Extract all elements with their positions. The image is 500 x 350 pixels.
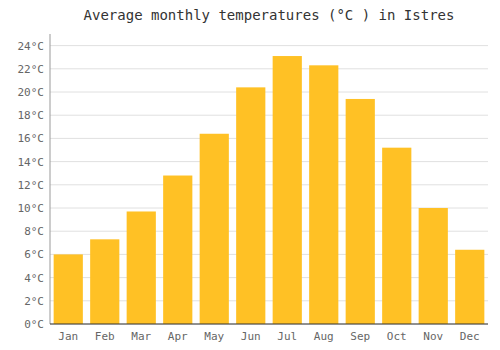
- grid-line: [50, 324, 488, 325]
- bar: [382, 148, 411, 324]
- x-tick-label: Nov: [423, 330, 443, 343]
- x-tick-label: Oct: [387, 330, 407, 343]
- y-tick-label: 10°C: [18, 202, 45, 215]
- grid-line: [50, 184, 488, 185]
- y-tick-label: 6°C: [24, 248, 44, 261]
- y-tick-label: 4°C: [24, 272, 44, 285]
- y-tick-label: 14°C: [18, 156, 45, 169]
- title: Average monthly temperatures (°C ) in Is…: [84, 7, 455, 23]
- grid-line: [50, 138, 488, 139]
- y-axis-line: [50, 34, 51, 324]
- x-tick-label: Jul: [277, 330, 297, 343]
- grid-line: [50, 161, 488, 162]
- bar: [273, 56, 302, 324]
- x-tick-label: Jun: [241, 330, 261, 343]
- x-tick-label: Dec: [460, 330, 480, 343]
- bar: [127, 211, 156, 324]
- y-tick-label: 0°C: [24, 318, 44, 331]
- x-tick-label: May: [204, 330, 224, 343]
- y-tick-label: 22°C: [18, 63, 45, 76]
- x-tick-label: Apr: [168, 330, 188, 343]
- y-tick-label: 8°C: [24, 225, 44, 238]
- grid-line: [50, 45, 488, 46]
- bar: [90, 239, 119, 324]
- y-tick-label: 20°C: [18, 86, 45, 99]
- y-tick-label: 16°C: [18, 132, 45, 145]
- x-tick-label: Mar: [131, 330, 151, 343]
- bar: [236, 87, 265, 324]
- y-tick-label: 24°C: [18, 40, 45, 53]
- y-tick-label: 18°C: [18, 109, 45, 122]
- x-tick-label: Sep: [350, 330, 370, 343]
- grid: [50, 46, 488, 324]
- x-tick-label: Aug: [314, 330, 334, 343]
- bar: [455, 250, 484, 324]
- bar: [54, 254, 83, 324]
- x-axis-line: [50, 324, 488, 325]
- bar: [346, 99, 375, 324]
- bars: [54, 56, 485, 324]
- bar: [419, 208, 448, 324]
- grid-line: [50, 68, 488, 69]
- grid-line: [50, 92, 488, 93]
- y-tick-label: 2°C: [24, 295, 44, 308]
- y-tick-label: 12°C: [18, 179, 45, 192]
- page: {"chart_data": {"type": "bar", "title": …: [0, 0, 500, 350]
- x-tick-label: Jan: [58, 330, 78, 343]
- chart: Average monthly temperatures (°C ) in Is…: [0, 0, 500, 350]
- y-axis: 0°C 2°C 4°C 6°C 8°C 10°C 12°C 14°C 16°C 18°C 20°C 2…: [18, 34, 51, 331]
- bar: [163, 176, 192, 324]
- bar: [200, 134, 229, 324]
- x-tick-label: Feb: [95, 330, 115, 343]
- bar: [309, 65, 338, 324]
- x-axis: Jan Feb Mar Apr May Jun Jul Aug Sep Oct Nov Dec: [50, 324, 488, 343]
- grid-line: [50, 115, 488, 116]
